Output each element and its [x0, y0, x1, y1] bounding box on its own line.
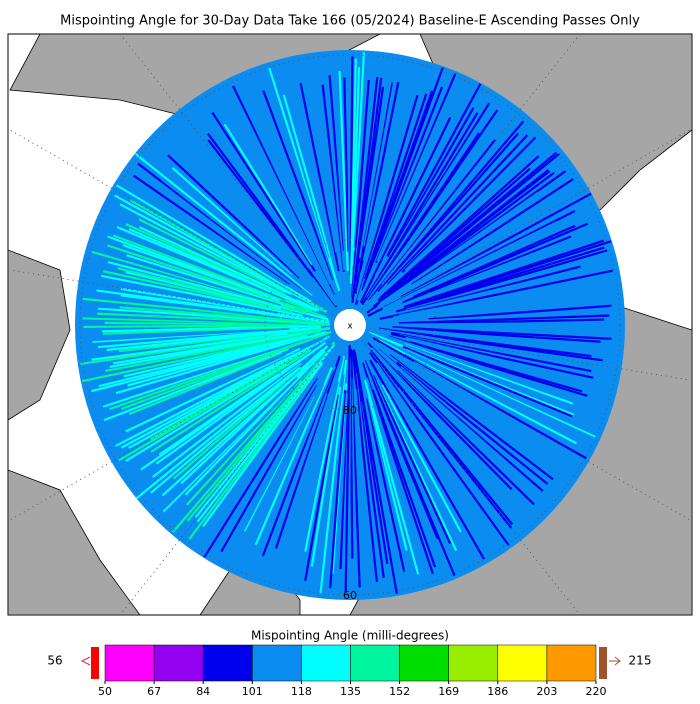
colorbar-tick-label: 84 — [196, 685, 210, 698]
colorbar-segment — [154, 645, 203, 681]
colorbar-tick-label: 186 — [487, 685, 508, 698]
colorbar-tick-label: 50 — [98, 685, 112, 698]
under-swatch — [91, 647, 99, 679]
colorbar-segment — [547, 645, 596, 681]
colorbar-tick-label: 67 — [147, 685, 161, 698]
colorbar-tick-label: 135 — [340, 685, 361, 698]
colorbar-tick-label: 101 — [242, 685, 263, 698]
map: x 80 60 — [8, 34, 692, 615]
over-label: 215 — [629, 654, 652, 668]
colorbar-segment — [252, 645, 301, 681]
pole-mark: x — [347, 322, 353, 332]
colorbar-segment — [400, 645, 449, 681]
over-arrow — [609, 657, 620, 665]
colorbar-segment — [301, 645, 350, 681]
latitude-label: 80 — [343, 404, 357, 417]
colorbar-segment — [203, 645, 252, 681]
colorbar-segment — [351, 645, 400, 681]
colorbar-tick-label: 118 — [291, 685, 312, 698]
colorbar-tick-label: 220 — [586, 685, 607, 698]
under-arrow — [82, 657, 90, 665]
under-label: 56 — [47, 654, 62, 668]
colorbar-tick-label: 152 — [389, 685, 410, 698]
colorbar: Mispointing Angle (milli-degrees) 56 215… — [47, 629, 651, 699]
colorbar-tick-label: 203 — [536, 685, 557, 698]
colorbar-segment — [105, 645, 154, 681]
latitude-label: 60 — [343, 589, 357, 602]
colorbar-segment — [498, 645, 547, 681]
colorbar-tick-label: 169 — [438, 685, 459, 698]
over-swatch — [599, 647, 607, 679]
swath — [348, 69, 349, 264]
colorbar-label: Mispointing Angle (milli-degrees) — [251, 629, 449, 643]
swath — [83, 325, 289, 326]
title: Mispointing Angle for 30-Day Data Take 1… — [60, 14, 640, 29]
colorbar-segment — [449, 645, 498, 681]
